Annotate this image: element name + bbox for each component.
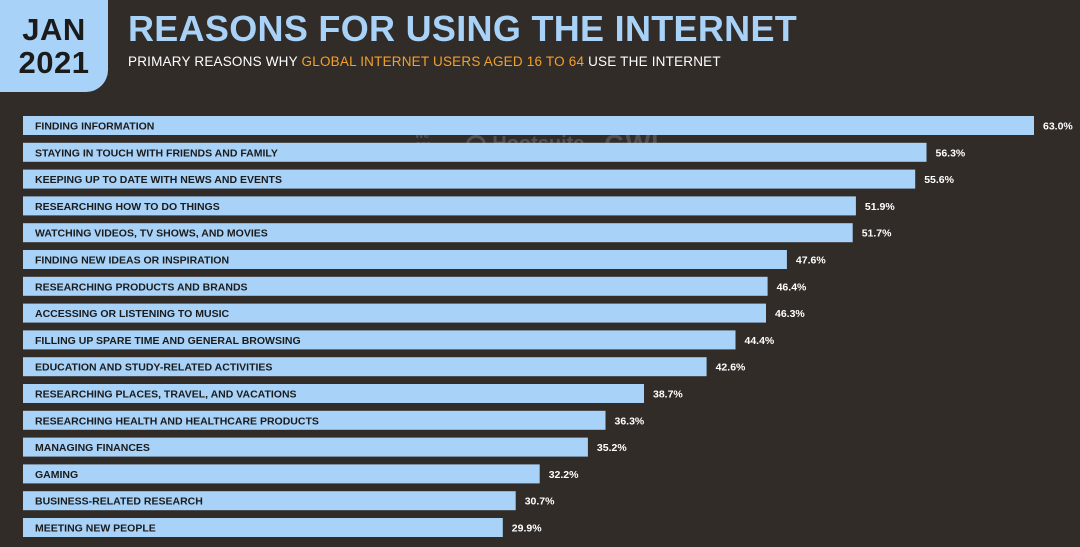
- bar: [23, 518, 503, 537]
- category-label: RESEARCHING PRODUCTS AND BRANDS: [35, 281, 248, 293]
- bar: [23, 303, 766, 323]
- category-label: BUSINESS-RELATED RESEARCH: [35, 496, 203, 508]
- category-label: ACCESSING OR LISTENING TO MUSIC: [35, 308, 229, 320]
- bar: [23, 357, 707, 377]
- category-label: KEEPING UP TO DATE WITH NEWS AND EVENTS: [35, 174, 282, 186]
- bar: [23, 410, 606, 430]
- subtitle-highlight: GLOBAL INTERNET USERS AGED 16 TO 64: [301, 54, 585, 69]
- date-badge: JAN 2021: [0, 0, 108, 92]
- bar: [23, 142, 927, 162]
- value-label: 32.2%: [549, 469, 579, 481]
- bar: [23, 276, 768, 296]
- bar: [23, 384, 644, 403]
- category-label: FINDING NEW IDEAS OR INSPIRATION: [35, 255, 229, 267]
- subtitle-pre: PRIMARY REASONS WHY: [128, 54, 302, 69]
- value-label: 44.4%: [745, 335, 775, 347]
- category-label: MANAGING FINANCES: [35, 442, 150, 454]
- category-label: RESEARCHING HEALTH AND HEALTHCARE PRODUC…: [35, 415, 319, 427]
- category-label: RESEARCHING PLACES, TRAVEL, AND VACATION…: [35, 389, 297, 401]
- category-label: STAYING IN TOUCH WITH FRIENDS AND FAMILY: [35, 147, 278, 159]
- badge-year: 2021: [18, 45, 90, 80]
- value-label: 55.6%: [924, 174, 954, 186]
- bar: [23, 223, 853, 243]
- category-label: EDUCATION AND STUDY-RELATED ACTIVITIES: [35, 362, 272, 374]
- badge-month: JAN: [22, 12, 86, 47]
- value-label: 47.6%: [796, 255, 826, 267]
- category-label: WATCHING VIDEOS, TV SHOWS, AND MOVIES: [35, 228, 268, 240]
- value-label: 46.3%: [775, 308, 805, 320]
- value-label: 35.2%: [597, 442, 627, 454]
- bar: [23, 330, 736, 350]
- bar: [23, 116, 1034, 135]
- value-label: 56.3%: [936, 147, 966, 159]
- value-label: 63.0%: [1043, 121, 1073, 133]
- bar: [23, 464, 540, 484]
- page-title: REASONS FOR USING THE INTERNET: [128, 8, 798, 49]
- bar: [23, 196, 856, 216]
- category-label: RESEARCHING HOW TO DO THINGS: [35, 201, 220, 213]
- value-label: 42.6%: [716, 362, 746, 374]
- bar: [23, 169, 916, 189]
- value-label: 46.4%: [777, 281, 807, 293]
- category-label: MEETING NEW PEOPLE: [35, 523, 156, 535]
- category-label: GAMING: [35, 469, 78, 481]
- page-subtitle: PRIMARY REASONS WHY GLOBAL INTERNET USER…: [128, 54, 721, 69]
- value-label: 51.9%: [865, 201, 895, 213]
- value-label: 30.7%: [525, 496, 555, 508]
- category-label: FILLING UP SPARE TIME AND GENERAL BROWSI…: [35, 335, 301, 347]
- bar: [23, 437, 588, 457]
- subtitle-post: USE THE INTERNET: [584, 54, 721, 69]
- category-label: FINDING INFORMATION: [35, 121, 154, 133]
- value-label: 36.3%: [615, 415, 645, 427]
- bar: [23, 491, 516, 511]
- value-label: 38.7%: [653, 389, 683, 401]
- value-label: 29.9%: [512, 523, 542, 535]
- value-label: 51.7%: [862, 228, 892, 240]
- bar: [23, 250, 787, 269]
